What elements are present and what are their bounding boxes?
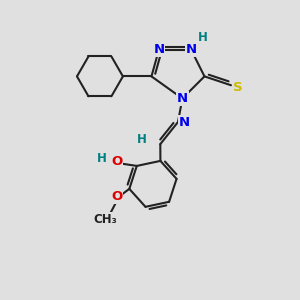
Text: O: O [111,190,122,203]
Text: S: S [232,81,242,94]
Text: H: H [137,133,147,146]
Text: H: H [98,152,107,165]
Text: N: N [186,44,197,56]
Text: N: N [177,92,188,105]
Text: N: N [179,116,190,128]
Text: CH₃: CH₃ [93,213,117,226]
Text: H: H [197,31,207,44]
Text: O: O [111,155,122,168]
Text: N: N [153,44,164,56]
